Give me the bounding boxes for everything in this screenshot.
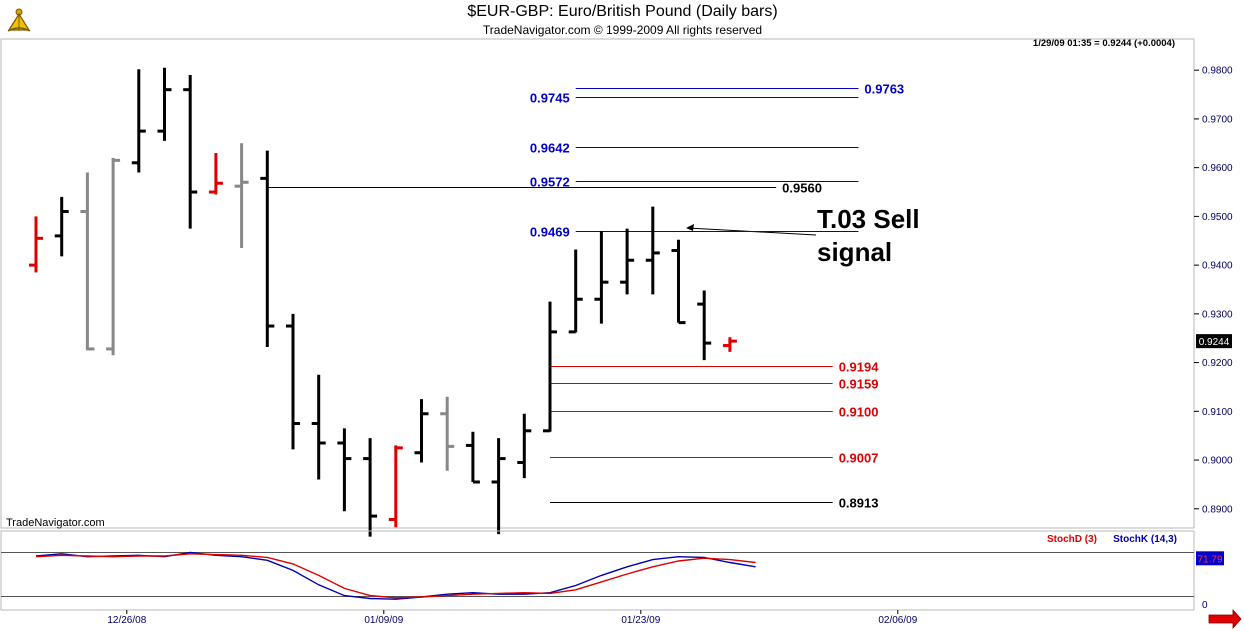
ohlc-bar-1	[54, 196, 69, 257]
price-tick-label-3: 0.9500	[1202, 212, 1233, 223]
level-label-4: 0.9560	[782, 181, 822, 196]
level-label-1: 0.9745	[530, 91, 570, 106]
price-tick-label-8: 0.9000	[1202, 456, 1233, 467]
levels-layer: 0.9763 0.9745 0.9642 0.9572 0.9560 0.9469 0.91…	[267, 82, 904, 511]
ohlc-bar-12	[337, 428, 352, 512]
ohlc-bar-4	[131, 69, 146, 173]
stoch-value-label: 71.79	[1197, 554, 1222, 565]
sextant-logo-icon	[7, 8, 31, 32]
price-tick-label-6: 0.9200	[1202, 358, 1233, 369]
time-axis: 12/26/08 01/09/09 01/23/09 02/06/09	[107, 610, 918, 626]
stoch-d-label: StochD (3)	[1047, 534, 1097, 545]
price-tick-label-7: 0.9100	[1202, 407, 1233, 418]
level-label-9: 0.9007	[839, 451, 879, 466]
stoch-tick-label-0: 0	[1202, 600, 1208, 611]
chart-area: 1/29/09 01:35 = 0.9244 (+0.0004) TradeNa…	[0, 38, 1245, 631]
level-label-5: 0.9469	[530, 225, 570, 240]
price-tick-label-4: 0.9400	[1202, 261, 1233, 272]
ohlc-bar-24	[645, 206, 660, 295]
stochastic-layer: 071.79	[1, 551, 1224, 611]
ohlc-bar-3	[106, 157, 121, 356]
ohlc-bar-21	[568, 249, 583, 334]
annotation-line-2: signal	[817, 237, 892, 267]
ohlc-bar-10	[286, 313, 300, 450]
price-tick-label-0: 0.9800	[1202, 66, 1233, 77]
ohlc-bar-23	[620, 228, 635, 295]
ohlc-bar-11	[311, 374, 326, 480]
last-price-marker	[1196, 334, 1232, 349]
price-tick-label-9: 0.8900	[1202, 504, 1233, 515]
ohlc-bar-6	[183, 75, 198, 229]
price-panel: 1/29/09 01:35 = 0.9244 (+0.0004) TradeNa…	[0, 38, 1233, 537]
ohlc-bar-22	[594, 231, 609, 324]
ohlc-bar-8	[234, 143, 249, 249]
ohlc-bar-18	[491, 438, 506, 535]
ohlc-bar-20	[543, 301, 557, 433]
price-axis: 0.9800 0.9700 0.9600 0.9500 0.9400 0.9300 0.92…	[1194, 66, 1233, 515]
time-tick-label-3: 02/06/09	[878, 615, 917, 626]
price-panel-frame	[0, 38, 1195, 529]
chart-header: $EUR-GBP: Euro/British Pound (Daily bars…	[0, 0, 1245, 39]
ohlc-bar-27	[722, 337, 737, 352]
stoch-d-line	[35, 553, 756, 599]
ohlc-bar-0	[29, 216, 43, 273]
stochastic-panel: StochD (3) StochK (14,3) 071.79	[0, 530, 1224, 611]
time-tick-label-0: 12/26/08	[107, 615, 146, 626]
time-tick-label-1: 01/09/09	[364, 615, 403, 626]
level-label-2: 0.9642	[530, 141, 570, 156]
scroll-right-arrow-icon[interactable]	[1208, 608, 1242, 630]
price-tick-label-1: 0.9700	[1202, 114, 1233, 125]
ohlc-bar-7	[208, 153, 223, 195]
level-label-10: 0.8913	[839, 496, 879, 511]
ohlc-bar-26	[697, 290, 712, 361]
level-label-0: 0.9763	[864, 82, 904, 97]
bars-layer	[29, 67, 737, 537]
ohlc-bar-16	[440, 396, 455, 471]
level-label-6: 0.9194	[839, 360, 880, 375]
ohlc-bar-9	[260, 150, 275, 347]
annotation-line-1: T.03 Sell	[817, 204, 920, 234]
stoch-k-label: StochK (14,3)	[1113, 534, 1177, 545]
watermark-text: TradeNavigator.com	[6, 517, 105, 529]
price-tick-label-2: 0.9600	[1202, 163, 1233, 174]
level-label-7: 0.9159	[839, 377, 879, 392]
ohlc-bar-2	[80, 172, 95, 351]
last-price-label: 0.9244	[1199, 337, 1230, 348]
ohlc-bar-15	[414, 399, 429, 463]
level-label-8: 0.9100	[839, 405, 879, 420]
ohlc-bar-13	[363, 438, 378, 537]
time-tick-label-2: 01/23/09	[621, 615, 660, 626]
price-readout: 1/29/09 01:35 = 0.9244 (+0.0004)	[1033, 38, 1175, 49]
chart-background	[0, 38, 1245, 631]
stochastic-panel-frame	[0, 530, 1195, 611]
price-tick-label-5: 0.9300	[1202, 309, 1233, 320]
ohlc-bar-25	[671, 239, 686, 325]
level-label-3: 0.9572	[530, 175, 570, 190]
stoch-value-marker	[1196, 551, 1224, 566]
ohlc-bar-17	[465, 431, 480, 484]
ohlc-bar-14	[388, 445, 403, 528]
chart-title: $EUR-GBP: Euro/British Pound (Daily bars…	[467, 3, 778, 20]
ohlc-bar-5	[157, 67, 172, 141]
annotation-arrowhead	[686, 224, 694, 231]
copyright-text: TradeNavigator.com © 1999-2009 All right…	[482, 23, 763, 37]
ohlc-bar-19	[517, 413, 532, 479]
